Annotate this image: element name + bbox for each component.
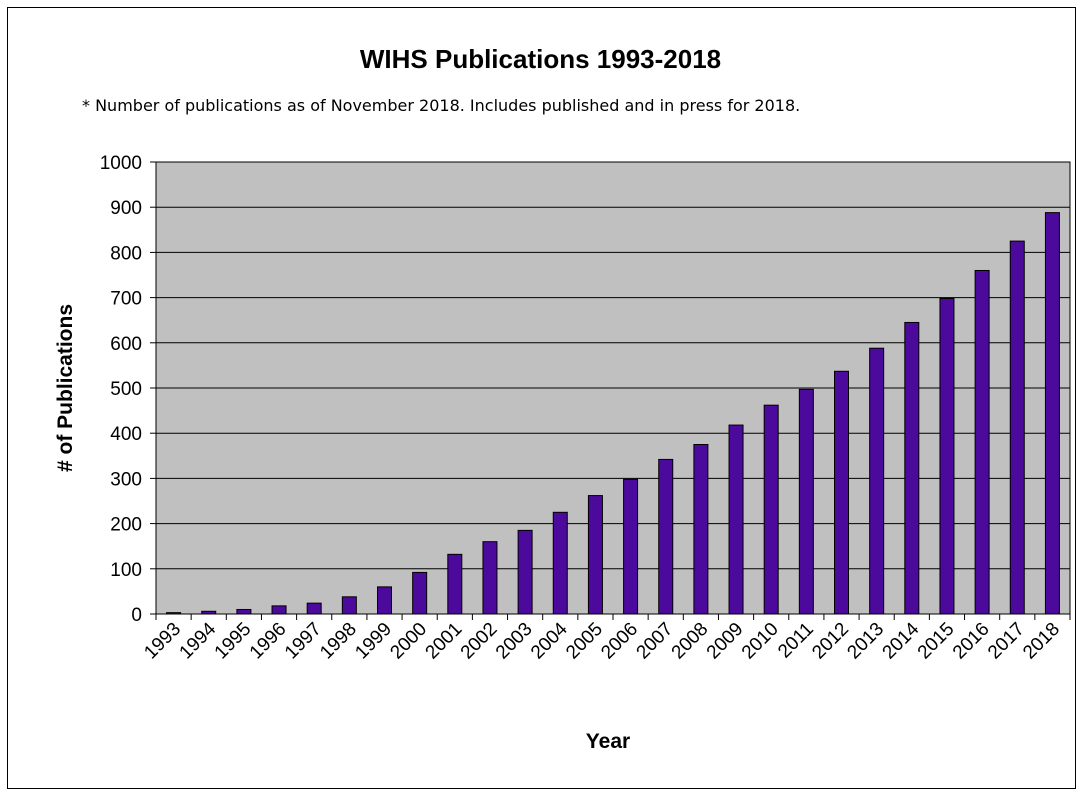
y-tick-label: 500 [110,379,142,400]
bar-1997 [306,602,322,615]
bar-2002 [482,541,498,615]
x-tick-label: 2011 [774,619,818,663]
x-tick-label: 1999 [351,619,396,664]
x-tick-label: 2000 [386,619,431,664]
y-tick-label: 700 [110,289,142,310]
y-tick-label: 900 [110,198,142,219]
x-tick-label: 1998 [316,619,361,664]
x-tick-label: 2008 [668,619,713,664]
x-tick-label: 2007 [633,619,678,664]
y-tick-label: 800 [110,243,142,264]
bar-2015 [939,298,955,615]
y-tick-label: 1000 [100,153,142,174]
x-tick-label: 2013 [843,619,888,664]
bar-2012 [834,370,849,615]
x-tick-label: 2004 [527,618,572,663]
x-axis-title: Year [586,730,630,753]
x-tick-label: 2012 [808,619,853,664]
bar-2001 [447,553,463,615]
y-tick-label: 100 [110,560,142,581]
bar-2005 [587,495,603,615]
x-tick-label: 1996 [246,619,291,664]
x-tick-label: 2015 [914,619,959,664]
x-tick-label: 1993 [140,619,185,664]
x-tick-label: 2009 [703,619,748,664]
bar-2008 [693,444,709,615]
y-tick-label: 600 [110,334,142,355]
y-tick-label: 0 [131,605,142,626]
x-tick-label: 2017 [984,619,1029,664]
y-tick-label: 300 [110,469,142,490]
y-tick-label: 400 [110,424,142,445]
bar-2000 [412,571,428,615]
x-tick-label: 2010 [738,619,783,664]
chart-subtitle: * Number of publications as of November … [82,96,801,115]
x-tick-label: 2006 [597,619,642,664]
x-tick-label: 2002 [457,619,502,664]
bar-2017 [1009,240,1025,615]
bar-2006 [623,478,639,615]
x-tick-label: 1997 [281,619,326,664]
bar-1994 [201,610,217,615]
x-tick-label: 1995 [211,619,256,664]
bar-1995 [236,608,252,615]
y-tick-label: 200 [110,515,142,536]
x-tick-label: 2018 [1019,619,1064,664]
chart-title: WIHS Publications 1993-2018 [359,44,722,74]
bar-1998 [341,596,357,615]
bar-2009 [728,424,744,615]
x-tick-label: 2003 [492,619,537,664]
bar-2018 [1044,212,1060,615]
bar-1996 [271,605,287,615]
x-tick-label: 2005 [562,619,607,664]
x-tick-label: 1994 [176,618,221,663]
x-tick-label: 2001 [422,619,467,664]
x-tick-label: 2014 [879,618,924,663]
bar-2016 [974,269,990,615]
bar-2011 [798,388,814,615]
y-axis-title: # of Publications [54,304,77,472]
bar-2004 [552,511,568,615]
bar-2003 [517,529,533,615]
bar-2010 [763,404,779,615]
bar-2014 [904,321,920,615]
bar-2013 [869,347,885,615]
bar-2007 [658,458,674,615]
bar-1993 [166,612,182,615]
bar-1999 [377,586,392,615]
x-tick-label: 2016 [949,619,994,664]
